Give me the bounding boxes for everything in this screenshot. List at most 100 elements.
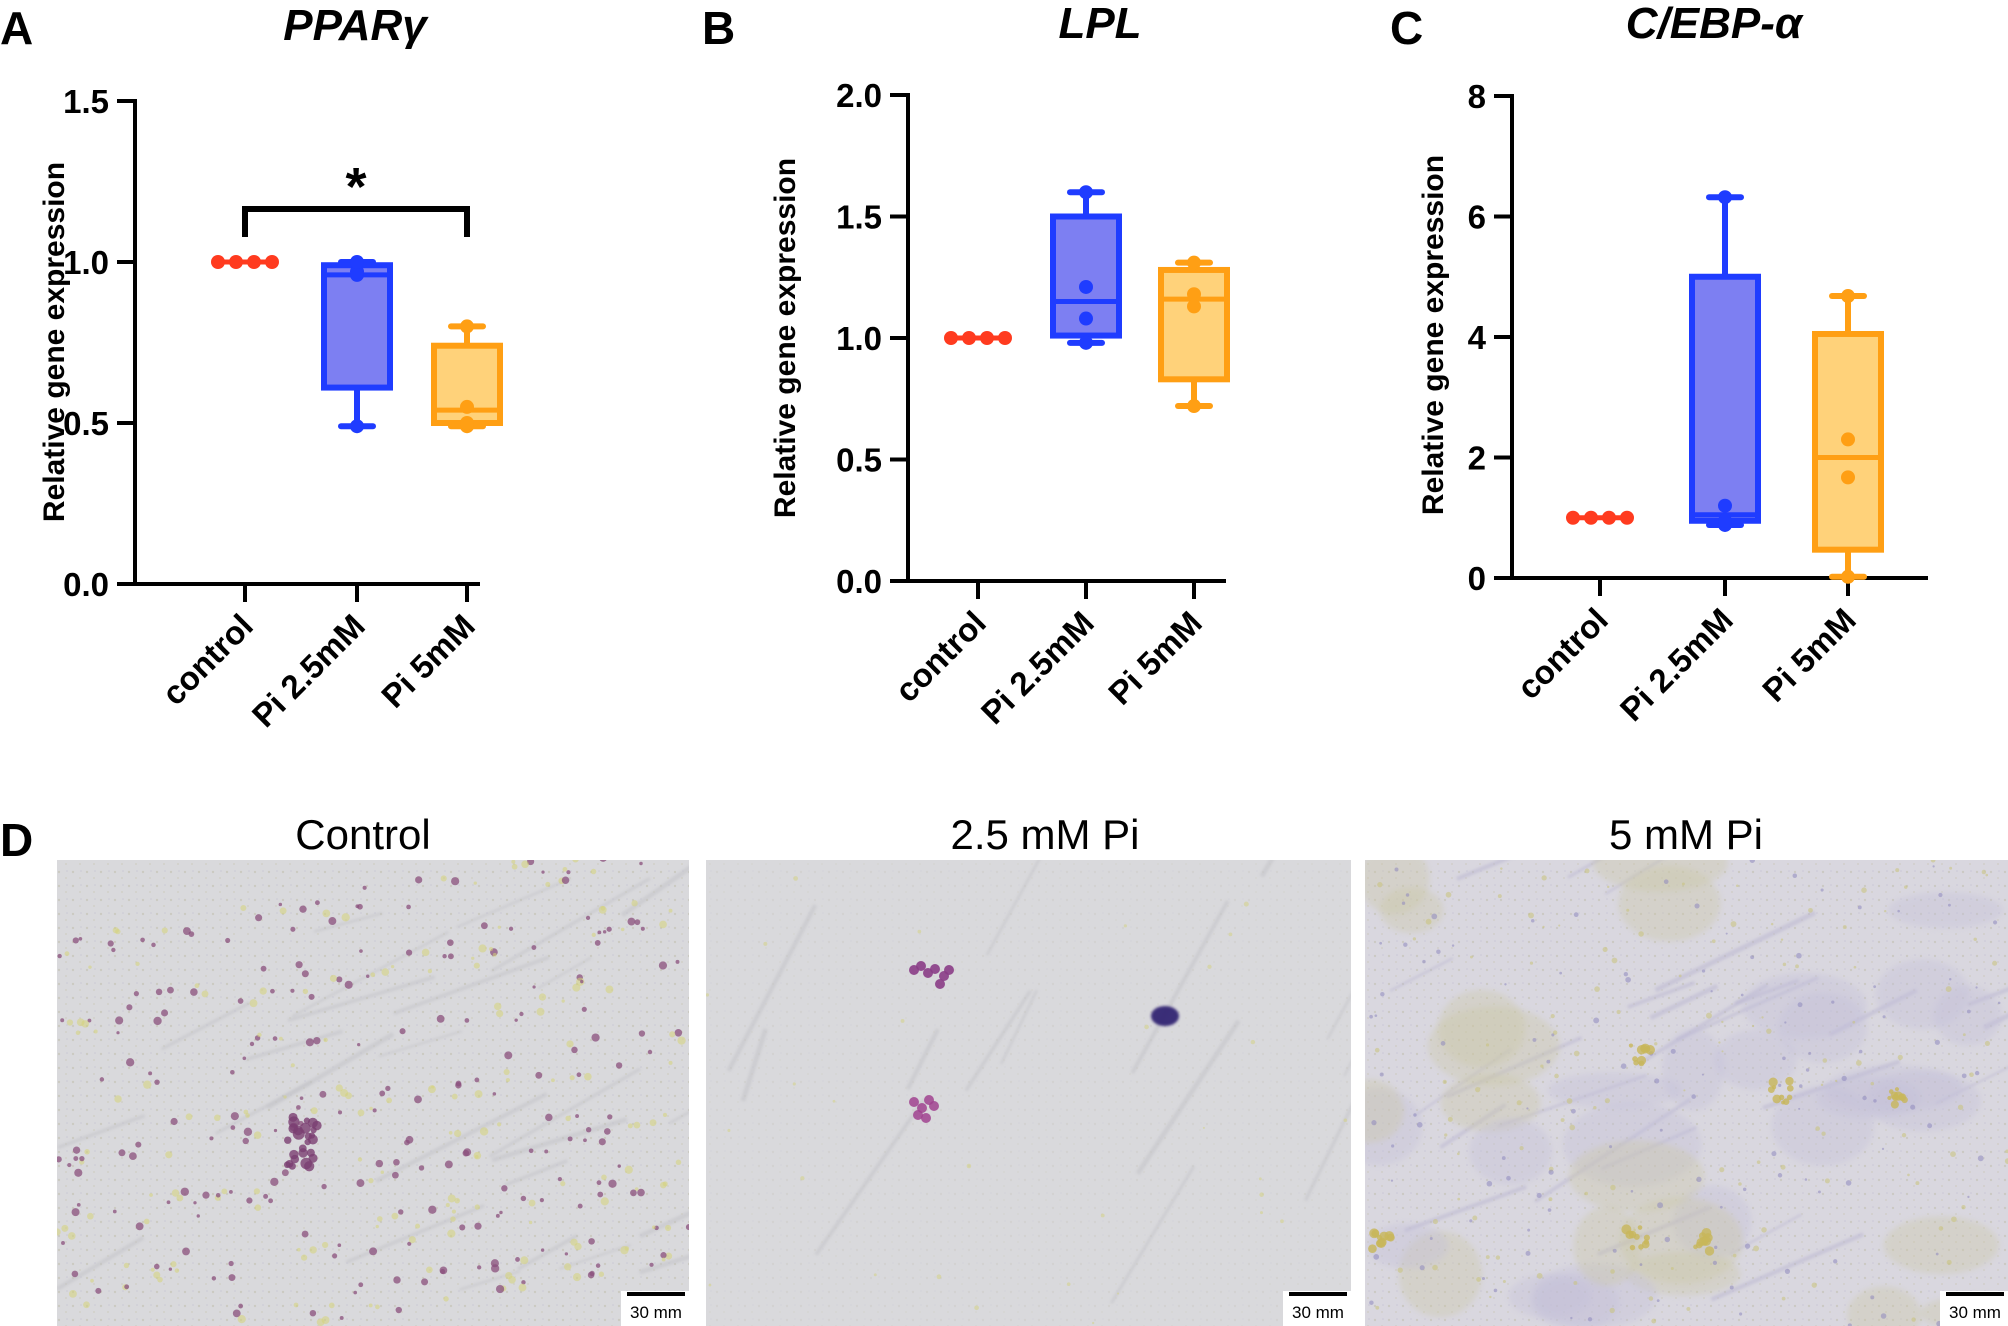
granule (1950, 1151, 1956, 1158)
granule (1609, 1307, 1615, 1314)
granule (1656, 1299, 1660, 1303)
lipid-droplet (440, 875, 447, 882)
lipid-droplet (581, 1006, 587, 1012)
lipid-droplet (293, 1302, 299, 1308)
lipid-droplet (75, 1030, 81, 1036)
lipid-droplet (83, 1301, 90, 1309)
lipid-droplet (567, 1136, 573, 1142)
data-point (229, 255, 243, 269)
lipid-droplet (447, 939, 454, 946)
lipid-droplet (249, 1041, 255, 1047)
granule (1705, 1012, 1712, 1019)
lipid-droplet (150, 1267, 155, 1272)
cell-body (1933, 985, 2002, 1046)
granule-cluster (1892, 1093, 1900, 1102)
lipid-droplet (268, 1198, 274, 1204)
micrograph-pi-2-5mm: 2.5 mM Pi 30 mm (706, 811, 1351, 1326)
granule (1377, 881, 1383, 888)
lipid-droplet (306, 1148, 315, 1157)
granule (1820, 888, 1824, 892)
panel-letter: A (0, 2, 33, 54)
lipid-droplet (290, 1154, 300, 1164)
lipid-droplet (630, 1189, 637, 1197)
granule (1369, 1300, 1374, 1305)
lipid-droplet (242, 1056, 247, 1061)
granule-cluster (1621, 1224, 1632, 1235)
data-point (350, 264, 364, 279)
lipid-droplet (332, 1253, 338, 1259)
granule (1546, 1059, 1551, 1064)
cell-outline (1710, 1232, 1864, 1302)
lipid-droplet (290, 988, 295, 993)
lipid-droplet (632, 841, 636, 845)
lipid-droplet (528, 1148, 534, 1154)
cell-body (1437, 989, 1526, 1068)
data-point (1079, 311, 1093, 326)
granule (1907, 1173, 1910, 1177)
lipid-droplet (194, 983, 200, 989)
granule (1620, 1063, 1627, 1069)
lipid-droplet (298, 1144, 307, 1153)
lipid-droplet (237, 1314, 246, 1324)
lipid-droplet (399, 1028, 406, 1035)
lipid-droplet (511, 860, 516, 864)
lipid-droplet (254, 1204, 262, 1211)
lipid-droplet (284, 1136, 292, 1144)
data-point (1584, 510, 1598, 525)
lipid-droplet (340, 1089, 349, 1097)
lipid-droplet (376, 1216, 383, 1222)
chart-title: PPARγ (283, 1, 429, 50)
micrograph-image (57, 841, 689, 1326)
granule (1857, 905, 1862, 910)
granule (1630, 1190, 1634, 1193)
granule (1436, 949, 1441, 954)
lipid-droplet (391, 1212, 399, 1220)
lipid-droplet (209, 1136, 214, 1141)
lipid-droplet (124, 1284, 130, 1290)
lipid-droplet (157, 1276, 163, 1283)
cell-body (1865, 1070, 1981, 1132)
lipid-droplet (115, 928, 121, 935)
granule (1547, 1208, 1552, 1212)
lipid-droplet (307, 1134, 318, 1145)
granule (1725, 932, 1728, 935)
granule (1904, 885, 1908, 889)
granule (1657, 1202, 1664, 1209)
granule (1945, 986, 1952, 993)
lipid-droplet (375, 1304, 380, 1310)
lipid-droplet (536, 1007, 545, 1016)
granule (1623, 971, 1629, 977)
debris (936, 1274, 942, 1280)
granule (1821, 1131, 1826, 1136)
lipid-droplet (606, 926, 612, 932)
lipid-droplet (272, 1036, 278, 1041)
granule-cluster (1887, 1095, 1892, 1101)
granule (1795, 964, 1799, 969)
cell-body (1547, 1072, 1682, 1109)
granule (1718, 1041, 1721, 1044)
lipid-droplet (154, 1079, 160, 1085)
lipid-droplet (478, 944, 487, 953)
granule (1977, 1155, 1984, 1162)
lipid-droplet (202, 1191, 210, 1199)
cell-outline (726, 904, 818, 1072)
lipid-droplet (609, 851, 616, 858)
granule (1609, 1145, 1613, 1149)
granule (1870, 1295, 1875, 1300)
lipid-droplet (505, 1077, 510, 1083)
lipid-droplet (257, 1032, 262, 1038)
granule (1431, 913, 1438, 920)
granule (1961, 1205, 1966, 1210)
lipid-droplet (72, 1146, 81, 1154)
lipid-droplet (78, 936, 83, 941)
granule (1753, 1245, 1760, 1252)
image-title: Control (295, 811, 430, 858)
x-tick-label: Pi 2.5mM (974, 604, 1101, 731)
lipid-droplet (107, 940, 114, 947)
lipid-droplet (665, 1252, 673, 1260)
granule (1571, 1108, 1576, 1114)
lipid-droplet (237, 998, 244, 1004)
lipid-droplet (111, 947, 116, 953)
lipid-droplet (627, 1123, 633, 1129)
debris (1117, 1292, 1120, 1295)
